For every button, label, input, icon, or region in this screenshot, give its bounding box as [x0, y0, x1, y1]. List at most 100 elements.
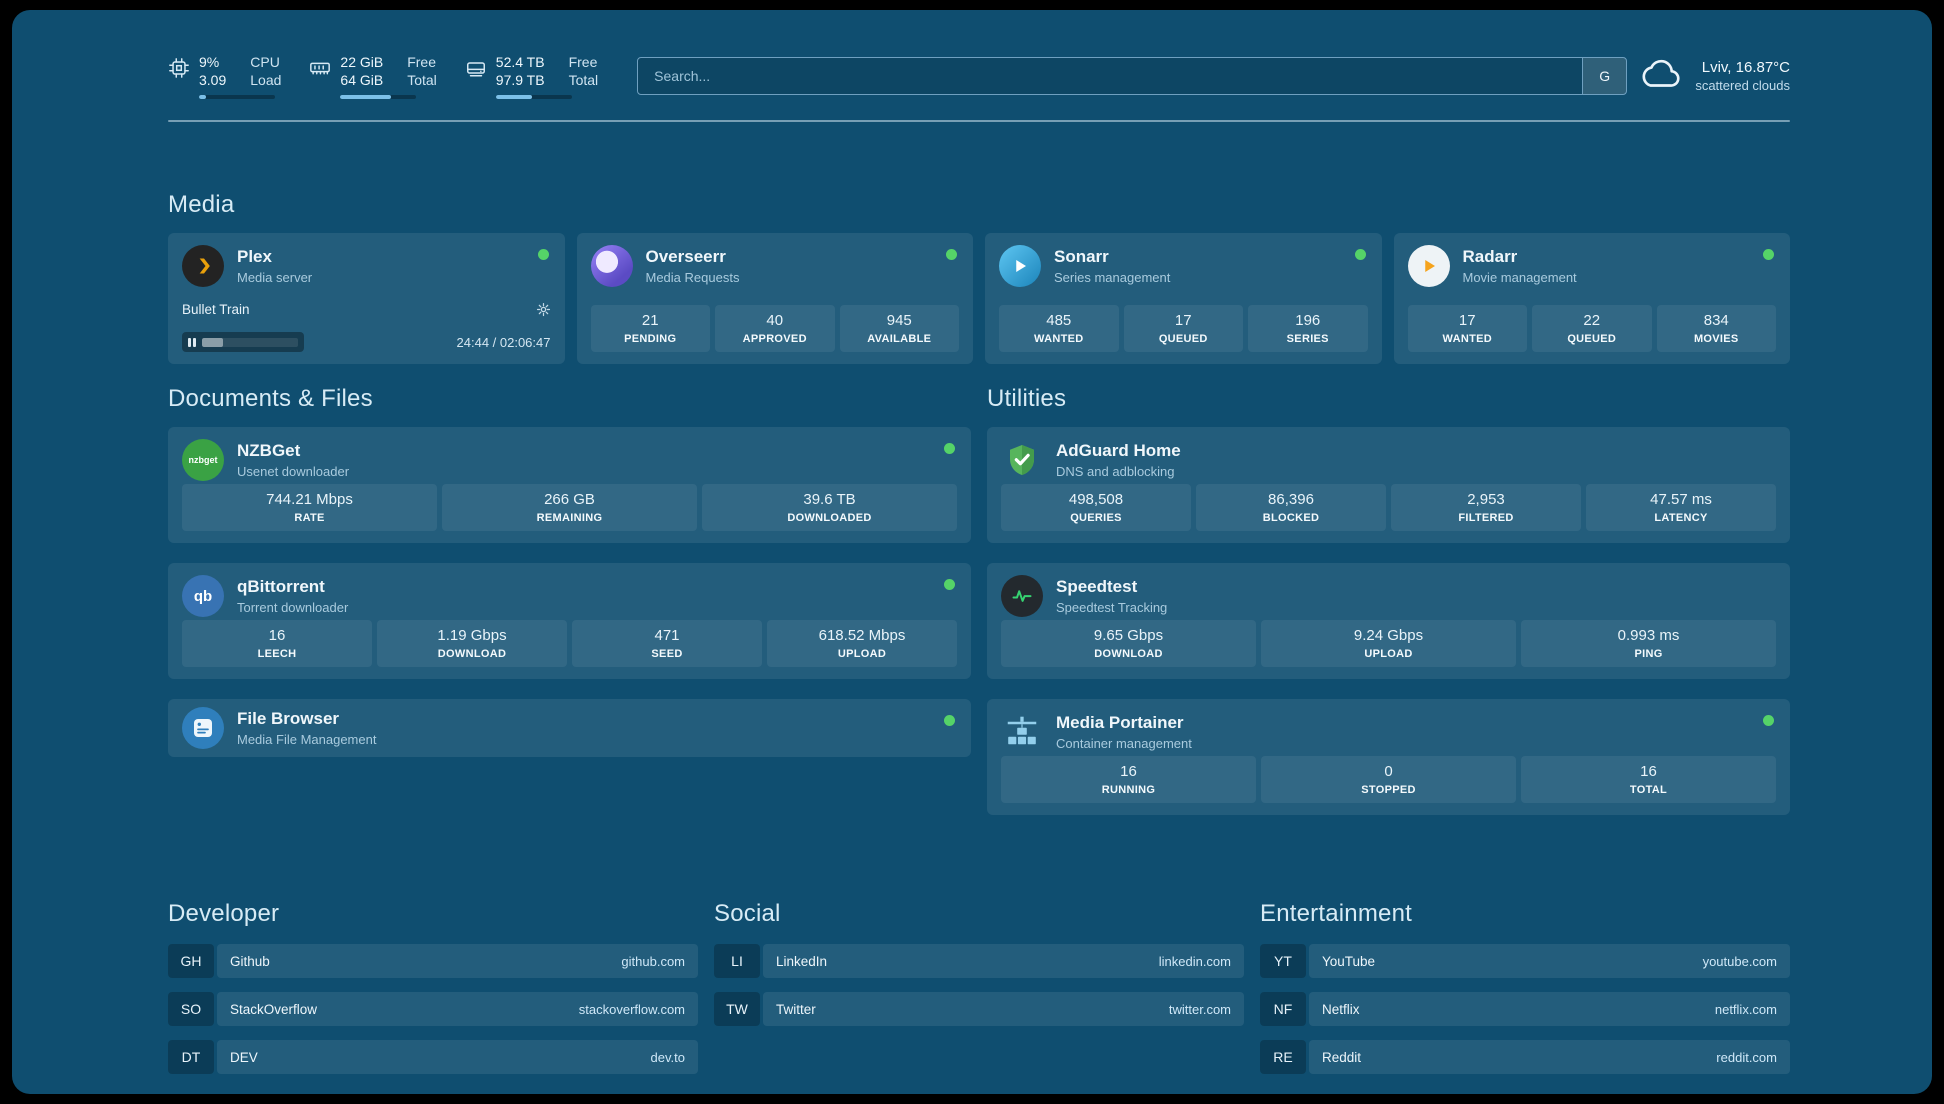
cpu-icon: [168, 57, 190, 84]
stat-tile: 618.52 Mbps UPLOAD: [767, 620, 957, 667]
status-dot: [944, 579, 955, 590]
service-card-qbittorrent[interactable]: qb qBittorrent Torrent downloader 16 LEEC…: [168, 563, 971, 679]
stat-value: 16: [1640, 763, 1657, 780]
bookmark-name: Reddit: [1322, 1049, 1362, 1065]
service-name: Sonarr: [1054, 247, 1109, 266]
disk-icon: [465, 57, 487, 84]
dashboard: 9% CPU 3.09 Load 22 GiB Free 64 GiB Tota…: [12, 10, 1932, 1094]
service-stats: 9.65 Gbps DOWNLOAD 9.24 Gbps UPLOAD 0.993 …: [1001, 620, 1776, 667]
bookmark-url: linkedin.com: [1158, 953, 1231, 969]
service-stats: 498,508 QUERIES 86,396 BLOCKED 2,953 FILTER…: [1001, 484, 1776, 531]
cpu-progress-bar: [199, 94, 275, 99]
service-card-sonarr[interactable]: Sonarr Series management 485 WANTED 17 QUE…: [985, 233, 1382, 364]
qbittorrent-icon: qb: [182, 575, 224, 617]
bookmark-abbr: RE: [1260, 1040, 1306, 1074]
bookmark-abbr: YT: [1260, 944, 1306, 978]
disk-label-top: Free: [568, 53, 598, 70]
bookmark-dev[interactable]: DT DEV dev.to: [168, 1040, 698, 1074]
bookmark-stackoverflow[interactable]: SO StackOverflow stackoverflow.com: [168, 992, 698, 1026]
stat-label: DOWNLOAD: [1094, 648, 1163, 660]
service-name: Media Portainer: [1056, 713, 1184, 732]
stat-tile: 21 PENDING: [590, 305, 710, 352]
stat-label: REMAINING: [536, 512, 603, 524]
stat-value: 0: [1384, 763, 1393, 780]
section-title-utilities: Utilities: [987, 385, 1067, 412]
service-subtitle: DNS and adblocking: [1056, 464, 1175, 479]
stat-label: RUNNING: [1101, 784, 1156, 796]
now-playing-title: Bullet Train: [182, 302, 250, 317]
stat-tile: 485 WANTED: [999, 305, 1119, 352]
stat-tile: 17 QUEUED: [1123, 305, 1243, 352]
service-subtitle: Usenet downloader: [237, 464, 350, 479]
bookmarks-social: Social LI LinkedIn linkedin.com TW Twitte…: [714, 899, 1244, 1040]
stat-tile: 9.24 Gbps UPLOAD: [1261, 620, 1516, 667]
stat-label: STOPPED: [1361, 784, 1416, 796]
bookmark-netflix[interactable]: NF Netflix netflix.com: [1260, 992, 1790, 1026]
bookmark-youtube[interactable]: YT YouTube youtube.com: [1260, 944, 1790, 978]
bookmark-reddit[interactable]: RE Reddit reddit.com: [1260, 1040, 1790, 1074]
bookmark-name: Netflix: [1322, 1001, 1360, 1017]
stat-label: DOWNLOADED: [787, 512, 872, 524]
service-card-radarr[interactable]: Radarr Movie management 17 WANTED 22 QUEUE…: [1393, 233, 1790, 364]
service-name: Overseerr: [645, 247, 726, 266]
search-provider-button[interactable]: G: [1582, 58, 1627, 94]
status-dot: [1763, 249, 1774, 260]
disk-free-value: 52.4 TB: [495, 53, 545, 70]
status-dot: [1763, 715, 1774, 726]
section-title-documents: Documents & Files: [168, 385, 373, 412]
stat-tile: 39.6 TB DOWNLOADED: [702, 484, 957, 531]
search-input[interactable]: [637, 57, 1628, 95]
service-name: Radarr: [1462, 247, 1518, 266]
weather-widget: Lviv, 16.87°C scattered clouds: [1637, 57, 1790, 96]
service-stats: 744.21 Mbps RATE 266 GB REMAINING 39.6 TB D…: [182, 484, 957, 531]
stat-label: QUEUED: [1158, 333, 1208, 345]
stat-tile: 2,953 FILTERED: [1391, 484, 1581, 531]
speedtest-icon: [1001, 575, 1043, 617]
stat-label: MOVIES: [1693, 333, 1739, 345]
service-card-plex[interactable]: Plex Media server Bullet Train 24:44 /: [168, 233, 565, 364]
portainer-icon: [1001, 711, 1043, 753]
service-name: AdGuard Home: [1056, 441, 1181, 460]
service-subtitle: Torrent downloader: [237, 600, 349, 615]
bookmark-url: github.com: [621, 953, 685, 969]
stat-tile: 86,396 BLOCKED: [1196, 484, 1386, 531]
stat-label: APPROVED: [742, 333, 807, 345]
service-card-adguard[interactable]: AdGuard Home DNS and adblocking 498,508 Q…: [987, 427, 1790, 543]
pause-icon[interactable]: [188, 337, 196, 347]
stat-tile: 0 STOPPED: [1261, 756, 1516, 803]
section-title-developer: Developer: [168, 900, 280, 927]
bookmark-abbr: NF: [1260, 992, 1306, 1026]
bookmarks-entertainment: Entertainment YT YouTube youtube.com NF N…: [1260, 899, 1790, 1088]
service-subtitle: Media File Management: [237, 732, 377, 747]
stat-tile: 47.57 ms LATENCY: [1586, 484, 1776, 531]
bookmark-linkedin[interactable]: LI LinkedIn linkedin.com: [714, 944, 1244, 978]
section-media: Media Plex Media server Bullet Train: [168, 190, 1790, 364]
bookmark-twitter[interactable]: TW Twitter twitter.com: [714, 992, 1244, 1026]
service-subtitle: Media server: [237, 270, 313, 285]
ram-total-value: 64 GiB: [340, 71, 384, 88]
stat-label: LATENCY: [1654, 512, 1708, 524]
bookmark-name: DEV: [230, 1049, 258, 1065]
stat-value: 21: [641, 312, 659, 329]
ram-label-top: Free: [407, 53, 437, 70]
sonarr-icon: [999, 245, 1041, 287]
service-card-overseerr[interactable]: Overseerr Media Requests 21 PENDING 40 APP…: [576, 233, 973, 364]
overseerr-icon: [590, 245, 633, 287]
service-card-portainer[interactable]: Media Portainer Container management 16 R…: [987, 699, 1790, 815]
stat-value: 744.21 Mbps: [266, 491, 353, 508]
service-card-filebrowser[interactable]: File Browser Media File Management: [168, 699, 971, 757]
service-card-nzbget[interactable]: nzbget NZBGet Usenet downloader 744.21 M…: [168, 427, 971, 543]
settings-gear-icon[interactable]: [536, 302, 551, 317]
stat-tile: 16 TOTAL: [1521, 756, 1776, 803]
playback-progress-bar[interactable]: [182, 332, 304, 352]
service-subtitle: Speedtest Tracking: [1056, 600, 1168, 615]
stat-label: FILTERED: [1458, 512, 1514, 524]
bookmark-abbr: TW: [714, 992, 760, 1026]
service-card-speedtest[interactable]: Speedtest Speedtest Tracking 9.65 Gbps DO…: [987, 563, 1790, 679]
stat-value: 39.6 TB: [803, 491, 856, 508]
stat-label: RATE: [294, 512, 325, 524]
service-name: qBittorrent: [237, 577, 325, 596]
bookmark-name: LinkedIn: [776, 953, 828, 969]
bookmark-github[interactable]: GH Github github.com: [168, 944, 698, 978]
stat-label: WANTED: [1034, 333, 1084, 345]
